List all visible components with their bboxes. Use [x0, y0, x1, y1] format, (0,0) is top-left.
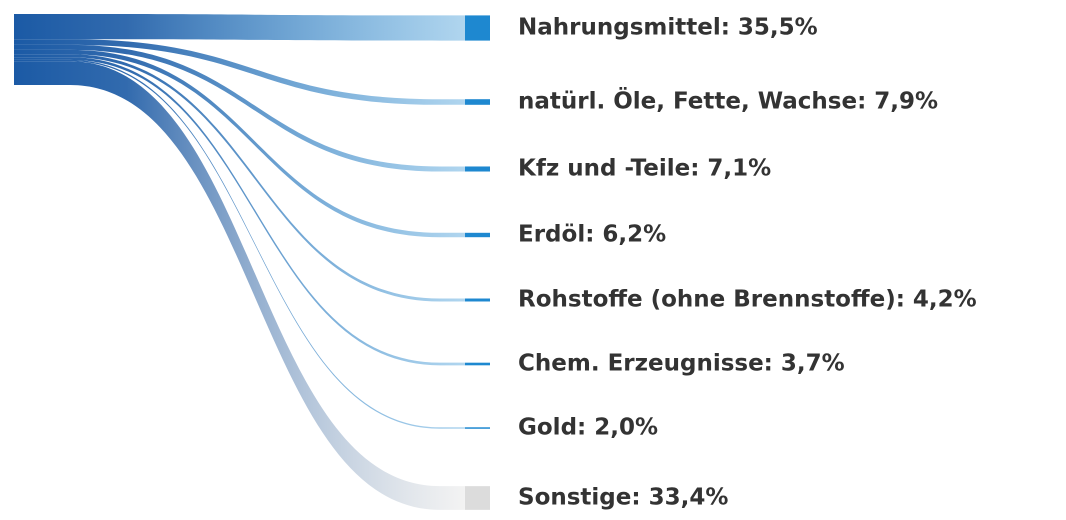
target-node	[465, 15, 490, 41]
target-label: Sonstige: 33,4%	[518, 485, 728, 511]
target-node	[465, 232, 490, 238]
target-label: natürl. Öle, Fette, Wachse: 7,9%	[518, 87, 938, 115]
target-label: Chem. Erzeugnisse: 3,7%	[518, 351, 845, 377]
target-node	[465, 166, 490, 172]
target-label: Nahrungsmittel: 35,5%	[518, 15, 818, 41]
target-label: Gold: 2,0%	[518, 415, 658, 441]
target-label: Erdöl: 6,2%	[518, 222, 666, 248]
target-label: Rohstoffe (ohne Brennstoffe): 4,2%	[518, 287, 977, 313]
target-node	[465, 486, 490, 510]
target-node	[465, 427, 490, 429]
target-node	[465, 362, 490, 366]
flow-band	[14, 54, 465, 302]
target-node	[465, 99, 490, 105]
target-node	[465, 298, 490, 302]
flow-band	[14, 14, 465, 41]
target-label: Kfz und -Teile: 7,1%	[518, 156, 771, 182]
